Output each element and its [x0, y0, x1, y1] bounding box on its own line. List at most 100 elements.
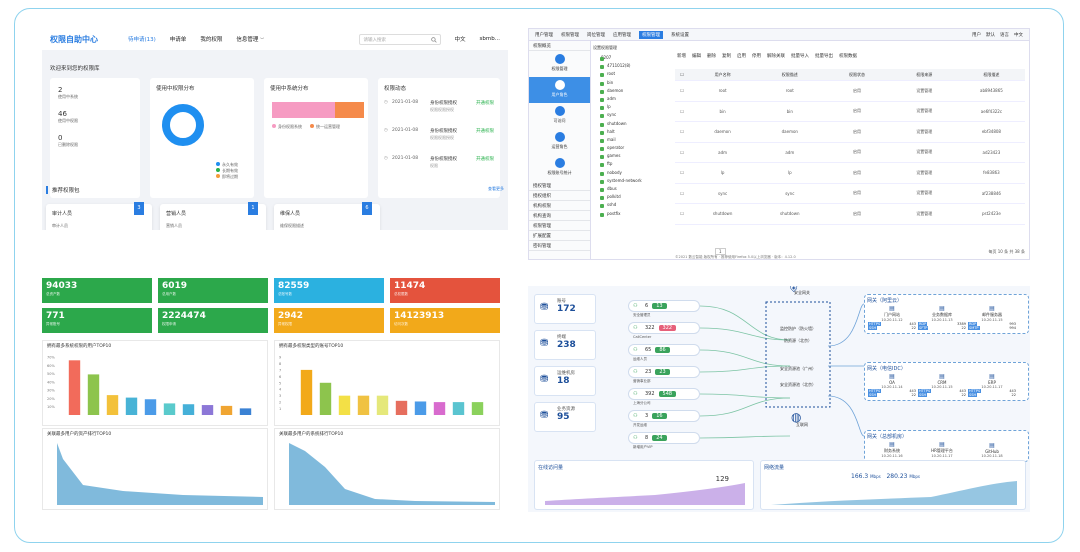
gateway-box[interactable]: 网关（总部机房） ▤ 财务系统 10.20.11.16 ▤ HR管理平台 10.20.11.… [864, 430, 1029, 462]
stat-tile[interactable]: 2224474 权限申请 [158, 308, 268, 333]
tree-node[interactable]: shutdown [593, 121, 673, 129]
resource-summary[interactable]: ⛃ 运维机房 18 [534, 366, 596, 396]
row-checkbox[interactable]: ☐ [680, 88, 684, 94]
tree-node[interactable]: postfix [593, 211, 673, 219]
header-control[interactable]: 默认 [986, 32, 995, 38]
group-pill[interactable]: ⚇ 6 13 安全管理员 [628, 300, 700, 317]
resource-summary[interactable]: ⛃ 账号 172 [534, 294, 596, 324]
toolbar-button[interactable]: 批量导出 [815, 54, 833, 59]
menu-item[interactable]: 用户管理 [535, 32, 553, 38]
nav-applications[interactable]: 申请单 [169, 37, 187, 43]
package-card[interactable]: 维保人员 维保权限描述 6 [274, 202, 380, 230]
gateway-box[interactable]: 网关（电信IDC） ▤ OA 10.20.11.14 HTTPS 443 SSH 22 ▤ CRM… [864, 362, 1029, 401]
tree-node[interactable]: games [593, 153, 673, 161]
group-pill[interactable]: ⚇ 23 23 营销事业部 [628, 366, 700, 383]
group-pill[interactable]: ⚇ 322 322 CallCenter [628, 322, 700, 339]
tree-node[interactable]: mail [593, 137, 673, 145]
sidebar-item[interactable]: 用户角色 [529, 77, 590, 103]
row-checkbox[interactable]: ☐ [680, 149, 684, 155]
menu-item[interactable]: 系统设置 [671, 32, 689, 38]
table-row[interactable]: ☐ adm adm 启用 设置管理 ad23423 [675, 143, 1025, 163]
group-pill[interactable]: ⚇ 3 16 开发运维 [628, 410, 700, 427]
nav-pending[interactable]: 待申请(13) [128, 37, 156, 43]
sidebar-item[interactable]: 权限管理 [529, 51, 590, 77]
stat-tile[interactable]: 2942 异常权限 [274, 308, 384, 333]
menu-item[interactable]: 权限管理 [639, 30, 663, 39]
chart-bar[interactable] [125, 397, 138, 415]
chart-bar[interactable] [395, 400, 408, 415]
tree-node[interactable]: lp [593, 104, 673, 112]
table-row[interactable]: ☐ bin bin 启用 设置管理 ae6f4322c [675, 102, 1025, 122]
network-node[interactable]: 安全资源池（广州） [780, 366, 816, 371]
network-node[interactable]: 监控防护（防火墙） [780, 326, 816, 331]
column-header[interactable]: 权限状态 [849, 71, 865, 77]
tree-node[interactable]: halt [593, 129, 673, 137]
chart-bar[interactable] [201, 405, 214, 415]
sidebar-group[interactable]: 授权管理 [529, 181, 590, 191]
sidebar-item[interactable]: 可访问 [529, 103, 590, 129]
menu-item[interactable]: 应用管理 [613, 32, 631, 38]
chart-bar[interactable] [239, 408, 252, 415]
nav-my-permissions[interactable]: 我的权限 [200, 37, 223, 43]
row-checkbox[interactable]: ☐ [680, 211, 684, 217]
column-header[interactable]: 用户名称 [714, 71, 731, 77]
network-node[interactable]: 安全资源池（北京） [780, 382, 816, 387]
column-header[interactable]: 权限描述 [781, 71, 798, 77]
table-row[interactable]: ☐ daemon daemon 启用 设置管理 ebf34808 [675, 122, 1025, 143]
server-node[interactable]: ▤ HR管理平台 10.20.11.17 [918, 441, 966, 458]
toolbar-button[interactable]: 解除关联 [767, 54, 785, 59]
server-node[interactable]: ▤ ERP 10.20.11.17 HTTPS 443 SSH 22 [968, 373, 1016, 397]
chart-bar[interactable] [220, 405, 233, 415]
tree-node[interactable]: systemd-network [593, 178, 673, 186]
server-node[interactable]: ▤ 邮件服务器 10.20.11.15 RDP 993 SMTP 994 [968, 305, 1016, 330]
chart-bar[interactable] [106, 395, 119, 415]
tree-node[interactable]: 4711012(8) [593, 63, 673, 71]
resource-summary[interactable]: ⛃ 业务资源 95 [534, 402, 596, 432]
chart-bar[interactable] [68, 360, 81, 415]
chart-bar[interactable] [338, 395, 351, 415]
sidebar-group[interactable]: 扩展配置 [529, 231, 590, 241]
stat-tile[interactable]: 6019 总用户数 [158, 278, 268, 303]
tree-node[interactable]: sync [593, 112, 673, 120]
tree-node[interactable]: operator [593, 145, 673, 153]
chart-bar[interactable] [357, 395, 370, 415]
column-header[interactable]: 权限描述 [983, 71, 1000, 77]
sidebar-group[interactable]: 权限概览 [529, 41, 590, 51]
chart-bar[interactable] [433, 402, 446, 415]
row-checkbox[interactable]: ☐ [680, 108, 684, 114]
column-header[interactable]: 权限来源 [916, 71, 933, 77]
sidebar-item[interactable]: 权限账号统计 [529, 155, 590, 181]
tree-node[interactable]: polkitd [593, 194, 673, 202]
user-menu[interactable]: sbmb... [479, 36, 500, 42]
chart-bar[interactable] [376, 395, 389, 415]
view-more-link[interactable]: 查看更多 [488, 186, 504, 191]
nav-info-management[interactable]: 信息管理 ﹀ [236, 37, 265, 43]
language-select[interactable]: 中文 [454, 37, 466, 43]
server-node[interactable]: ▤ GitHub 10.20.11.18 [968, 442, 1016, 458]
chart-bar[interactable] [471, 402, 484, 415]
row-checkbox[interactable]: ☐ [680, 129, 684, 135]
sidebar-item[interactable]: 运营角色 [529, 129, 590, 155]
network-node[interactable]: 安全网关 [794, 290, 810, 295]
chart-bar[interactable] [87, 374, 100, 415]
pager-current[interactable]: 1 [715, 248, 726, 255]
group-pill[interactable]: ⚇ 65 86 运维人员 [628, 344, 700, 361]
tree-node[interactable]: dbus [593, 186, 673, 194]
table-row[interactable]: ☐ root root 启用 设置管理 ab8943865 [675, 81, 1025, 102]
stat-tile[interactable]: 94033 总资产数 [42, 278, 152, 303]
table-row[interactable]: ☐ sync sync 启用 设置管理 af238846 [675, 184, 1025, 204]
tree-node[interactable]: ftp [593, 161, 673, 169]
resource-summary[interactable]: ⛃ 终端 238 [534, 330, 596, 360]
server-node[interactable]: ▤ 门户网站 10.20.11.12 HTTPS 443 SSH 22 [868, 305, 916, 330]
tree-node[interactable]: sshd [593, 202, 673, 210]
chart-bar[interactable] [319, 382, 332, 415]
toolbar-button[interactable]: 权限数据 [839, 54, 857, 59]
chart-bar[interactable] [182, 404, 195, 415]
toolbar-button[interactable]: 编辑 [692, 54, 701, 59]
tree-filter[interactable]: 设置权限管理 [593, 45, 617, 50]
menu-item[interactable]: 岗位管理 [587, 32, 605, 38]
news-item[interactable]: ◷ 2021-01-08 身份权限授权 权限权限授权 开通权限 [384, 128, 494, 154]
stat-tile[interactable]: 14123913 访问次数 [390, 308, 500, 333]
tree-node[interactable]: adm [593, 96, 673, 104]
menu-item[interactable]: 权限管理 [561, 32, 579, 38]
